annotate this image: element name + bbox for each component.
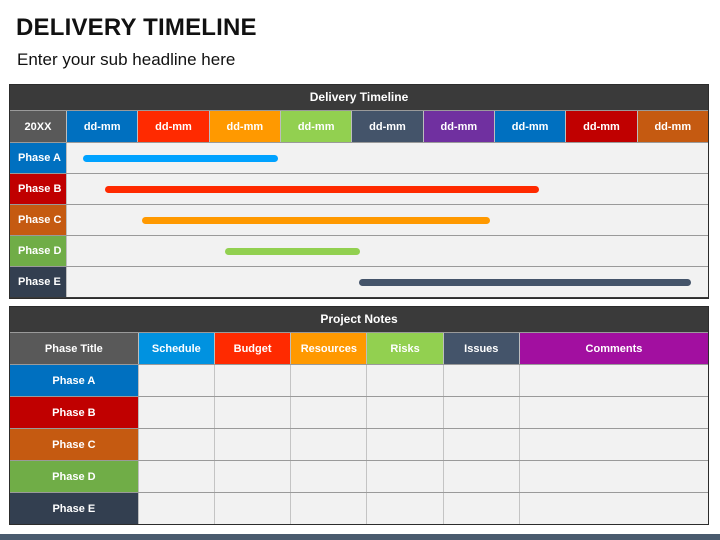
notes-input-cell[interactable] — [519, 461, 708, 492]
notes-column-header: Resources — [291, 333, 368, 364]
notes-input-cell[interactable] — [291, 461, 368, 492]
notes-input-cell[interactable] — [291, 493, 368, 524]
notes-column-header: Issues — [443, 333, 520, 364]
notes-input-cell[interactable] — [443, 461, 520, 492]
notes-input-cell[interactable] — [443, 397, 520, 428]
notes-input-cell[interactable] — [138, 429, 215, 460]
notes-column-header: Schedule — [138, 333, 215, 364]
timeline-header: Delivery Timeline — [309, 90, 409, 104]
notes-input-cell[interactable] — [519, 397, 708, 428]
notes-input-cell[interactable] — [367, 493, 444, 524]
notes-input-cell[interactable] — [138, 397, 215, 428]
notes-input-cell[interactable] — [367, 365, 444, 396]
notes-input-cell[interactable] — [443, 365, 520, 396]
notes-input-cell[interactable] — [519, 429, 708, 460]
timeline-row: Phase C — [10, 204, 708, 235]
timeline-phase-label: Phase A — [10, 143, 67, 173]
timeline-track — [67, 267, 708, 297]
phase-bar[interactable] — [82, 155, 278, 162]
timeline-date-cell: dd-mm — [209, 111, 281, 142]
notes-phase-label: Phase E — [10, 493, 139, 524]
bottom-accent-strip — [0, 534, 720, 540]
timeline-row: Phase D — [10, 235, 708, 266]
phase-bar[interactable] — [141, 217, 491, 224]
notes-phase-label: Phase B — [10, 397, 139, 428]
project-notes-table: Project Notes Phase Title Schedule Budget R… — [9, 306, 709, 525]
timeline-date-row: 20XX dd-mm dd-mm dd-mm dd-mm dd-mm dd-mm dd-mm… — [10, 110, 708, 142]
delivery-timeline-table: Delivery Timeline 20XX dd-mm dd-mm dd-mm dd… — [9, 84, 709, 299]
notes-input-cell[interactable] — [214, 397, 292, 428]
timeline-row: Phase A — [10, 142, 708, 173]
notes-row: Phase A — [10, 364, 708, 396]
phase-bar[interactable] — [104, 186, 540, 193]
notes-input-cell[interactable] — [214, 461, 292, 492]
notes-input-cell[interactable] — [367, 461, 444, 492]
notes-row: Phase E — [10, 492, 708, 524]
notes-input-cell[interactable] — [443, 493, 520, 524]
timeline-date-cell: dd-mm — [280, 111, 353, 142]
notes-column-header: Comments — [519, 333, 708, 364]
timeline-phase-label: Phase D — [10, 236, 67, 266]
notes-input-cell[interactable] — [138, 461, 215, 492]
notes-row: Phase D — [10, 460, 708, 492]
timeline-date-cell: dd-mm — [494, 111, 567, 142]
notes-row: Phase C — [10, 428, 708, 460]
notes-input-cell[interactable] — [291, 429, 368, 460]
timeline-track — [67, 205, 708, 235]
notes-column-header-row: Phase Title Schedule Budget Resources Risks I… — [10, 332, 708, 364]
notes-input-cell[interactable] — [367, 429, 444, 460]
notes-phase-label: Phase C — [10, 429, 139, 460]
timeline-year-cell: 20XX — [10, 111, 67, 142]
phase-bar[interactable] — [225, 248, 361, 255]
timeline-phase-label: Phase C — [10, 205, 67, 235]
timeline-row: Phase B — [10, 173, 708, 204]
notes-input-cell[interactable] — [367, 397, 444, 428]
notes-input-cell[interactable] — [214, 493, 292, 524]
timeline-date-cell: dd-mm — [138, 111, 210, 142]
phase-bar[interactable] — [359, 279, 691, 286]
notes-input-cell[interactable] — [138, 365, 215, 396]
timeline-track — [67, 174, 708, 204]
notes-input-cell[interactable] — [138, 493, 215, 524]
notes-column-header: Risks — [367, 333, 444, 364]
notes-input-cell[interactable] — [214, 365, 292, 396]
notes-input-cell[interactable] — [443, 429, 520, 460]
timeline-row: Phase E — [10, 266, 708, 297]
notes-input-cell[interactable] — [291, 397, 368, 428]
timeline-track — [67, 143, 708, 173]
timeline-date-cell: dd-mm — [566, 111, 638, 142]
timeline-phase-label: Phase B — [10, 174, 67, 204]
timeline-date-cell: dd-mm — [352, 111, 424, 142]
timeline-date-cell: dd-mm — [67, 111, 139, 142]
timeline-date-cell: dd-mm — [637, 111, 708, 142]
timeline-date-cell: dd-mm — [423, 111, 495, 142]
notes-input-cell[interactable] — [519, 493, 708, 524]
timeline-track — [67, 236, 708, 266]
page-title: DELIVERY TIMELINE — [16, 14, 257, 41]
notes-input-cell[interactable] — [214, 429, 292, 460]
notes-column-header: Phase Title — [10, 333, 139, 364]
notes-row: Phase B — [10, 396, 708, 428]
page-subtitle: Enter your sub headline here — [17, 50, 236, 69]
notes-phase-label: Phase D — [10, 461, 139, 492]
notes-phase-label: Phase A — [10, 365, 139, 396]
timeline-phase-label: Phase E — [10, 267, 67, 297]
notes-column-header: Budget — [214, 333, 292, 364]
notes-input-cell[interactable] — [519, 365, 708, 396]
notes-header: Project Notes — [320, 312, 398, 326]
notes-input-cell[interactable] — [291, 365, 368, 396]
